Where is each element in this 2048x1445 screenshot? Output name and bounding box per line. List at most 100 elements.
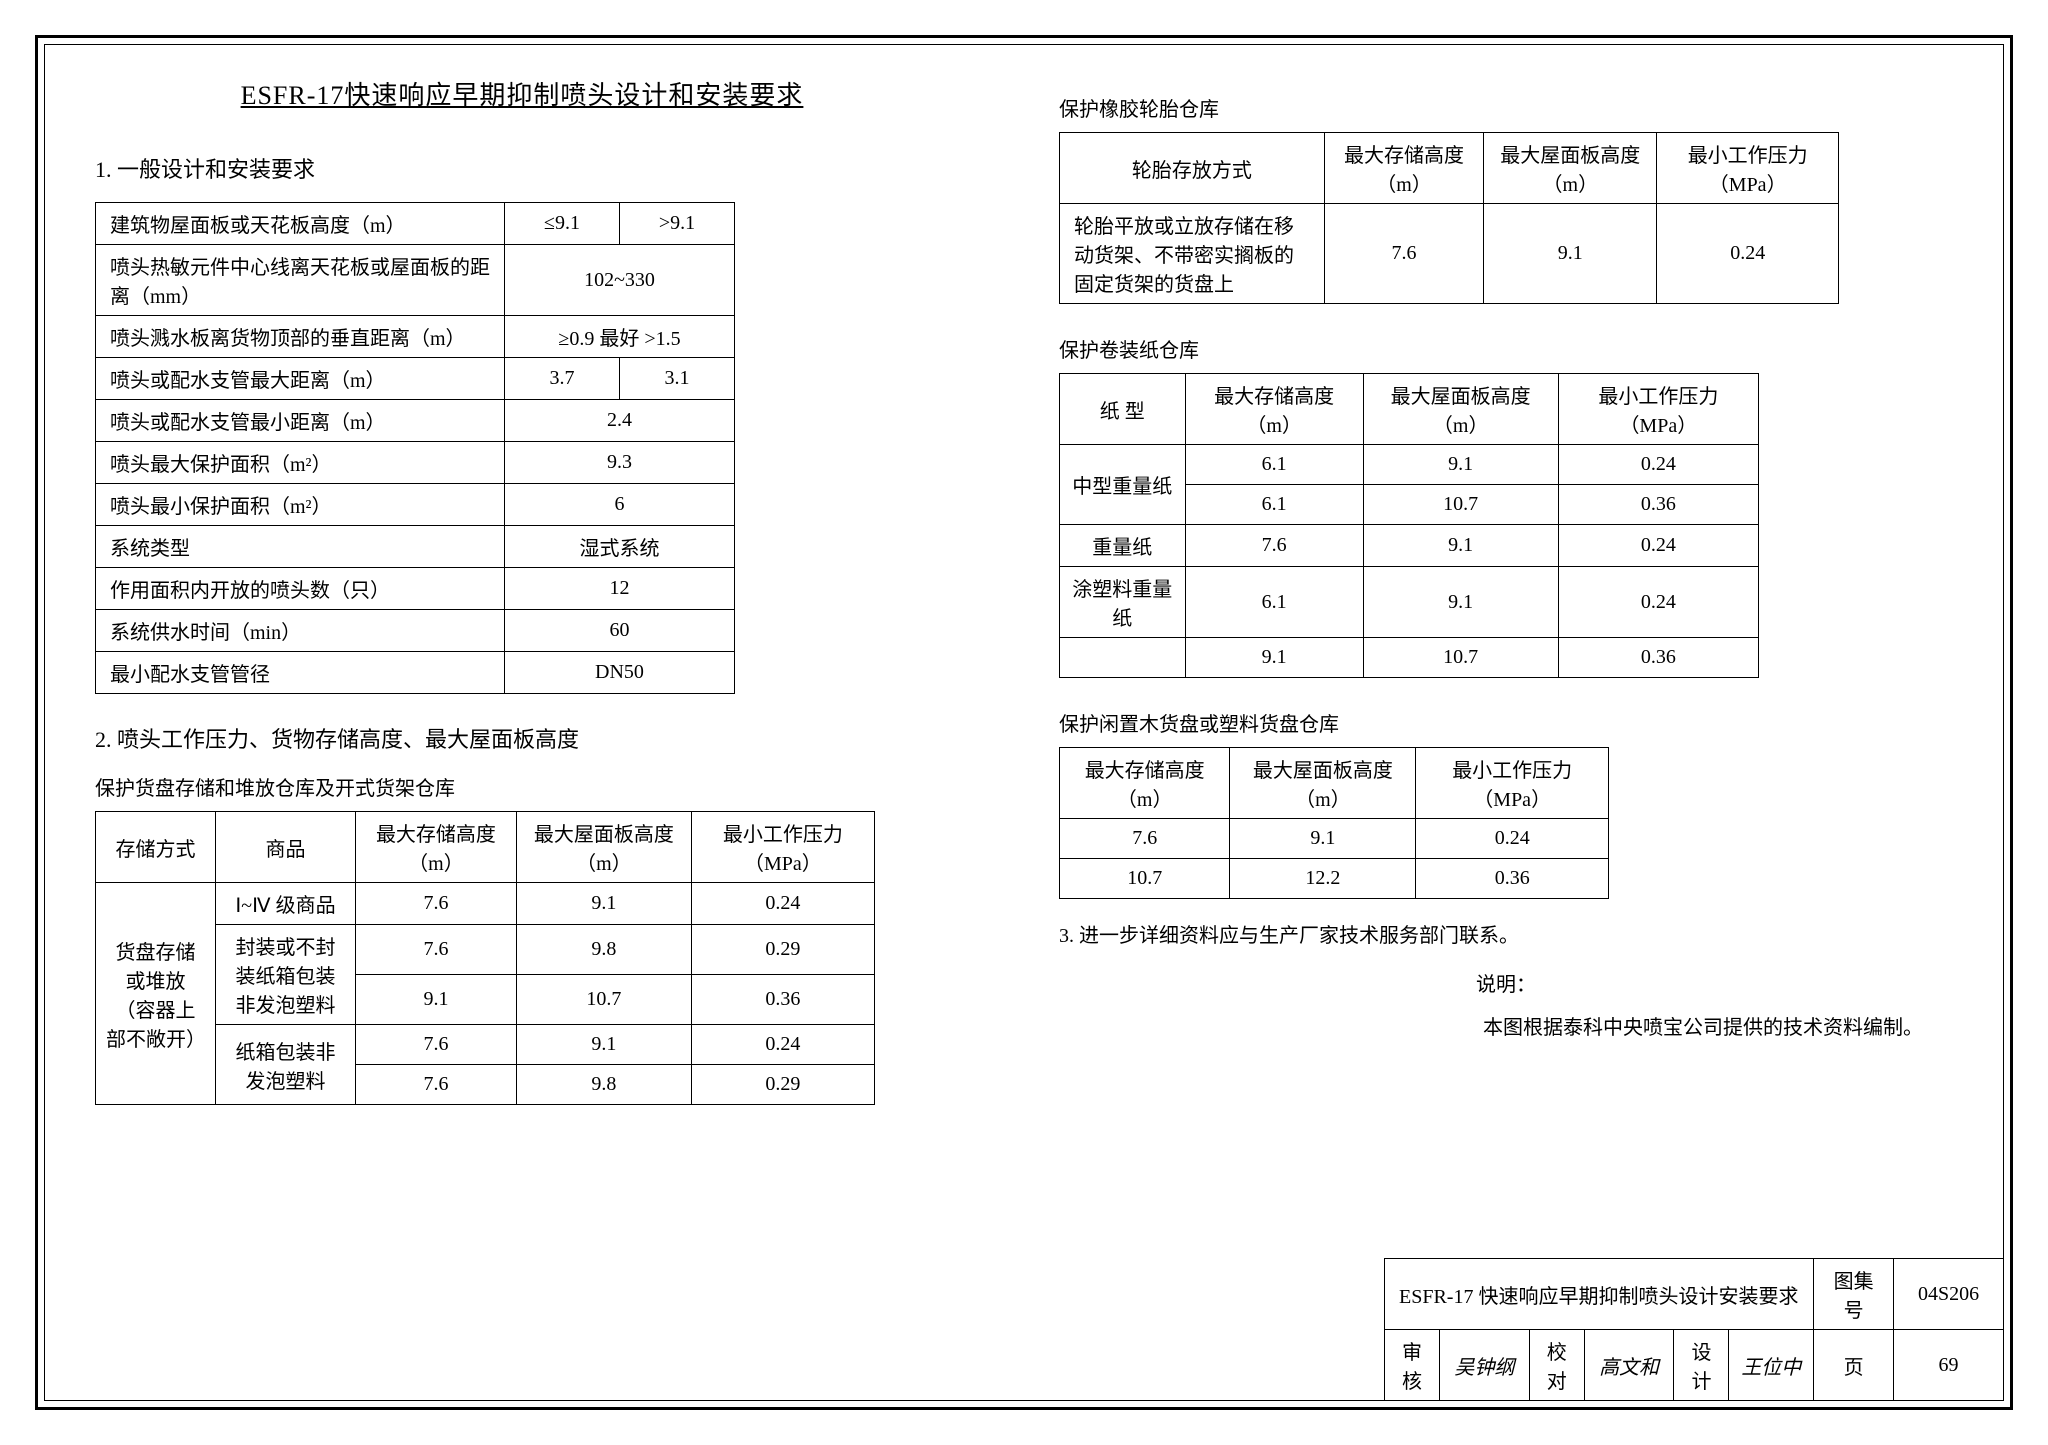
table-row-label: 建筑物屋面板或天花板高度（m） (96, 203, 505, 245)
doc-title-cell: ESFR-17 快速响应早期抑制喷头设计安装要求 (1385, 1259, 1814, 1330)
paper-type-cell: 中型重量纸 (1060, 445, 1186, 525)
goods-cell: Ⅰ~Ⅳ 级商品 (216, 883, 356, 925)
table-cell: 7.6 (1324, 204, 1483, 304)
column-header: 轮胎存放方式 (1060, 133, 1325, 204)
table-row-label: 喷头最小保护面积（m²） (96, 484, 505, 526)
section-3-note: 3. 进一步详细资料应与生产厂家技术服务部门联系。 (1059, 919, 1953, 948)
table-cell: 6.1 (1185, 567, 1363, 638)
table-cell: 0.36 (1558, 485, 1758, 525)
table-cell: 0.24 (1657, 204, 1839, 304)
section-2-title: 2. 喷头工作压力、货物存储高度、最大屋面板高度 (95, 722, 989, 754)
table-row-label: 喷头或配水支管最大距离（m） (96, 358, 505, 400)
table-cell: 9.1 (1363, 567, 1558, 638)
page-value: 69 (1894, 1330, 2004, 1401)
table-row-label: 喷头溅水板离货物顶部的垂直距离（m） (96, 316, 505, 358)
table-cell: 0.24 (1416, 819, 1609, 859)
table-cell: 6.1 (1185, 485, 1363, 525)
column-header: 最大存储高度（m） (1324, 133, 1483, 204)
page-title: ESFR-17快速响应早期抑制喷头设计和安装要求 (135, 75, 909, 112)
table-cell: 9.1 (1230, 819, 1416, 859)
table3b-title: 保护卷装纸仓库 (1059, 334, 1953, 363)
pallet-storage-table: 存储方式商品最大存储高度（m）最大屋面板高度（m）最小工作压力（MPa） 货盘存… (95, 811, 875, 1105)
table-cell: ≤9.1 (504, 203, 619, 245)
table-cell: ≥0.9 最好 >1.5 (504, 316, 734, 358)
table-cell: 2.4 (504, 400, 734, 442)
table-cell: 9.8 (516, 925, 691, 975)
table-cell: 0.36 (691, 975, 874, 1025)
paper-roll-table: 纸 型最大存储高度（m）最大屋面板高度（m）最小工作压力（MPa） 中型重量纸6… (1059, 373, 1759, 678)
table-cell: 0.29 (691, 925, 874, 975)
tuji-value: 04S206 (1894, 1259, 2004, 1330)
design-label: 设计 (1674, 1330, 1729, 1401)
storage-mode-cell: 货盘存储或堆放（容器上部不敞开） (96, 883, 216, 1105)
table-cell: 9.1 (1484, 204, 1657, 304)
title-block: ESFR-17 快速响应早期抑制喷头设计安装要求 图集号 04S206 审核 吴… (1384, 1258, 2004, 1401)
section-1-title: 1. 一般设计和安装要求 (95, 152, 989, 184)
page-label: 页 (1814, 1330, 1894, 1401)
table-cell: >9.1 (619, 203, 734, 245)
check-sig: 高文和 (1584, 1330, 1674, 1401)
column-header: 最小工作压力（MPa） (691, 812, 874, 883)
shuoming-label: 说明： (1059, 968, 1953, 997)
table-row-label: 最小配水支管管径 (96, 652, 505, 694)
right-column: 保护橡胶轮胎仓库 轮胎存放方式最大存储高度（m）最大屋面板高度（m）最小工作压力… (1059, 75, 1953, 1400)
column-header: 存储方式 (96, 812, 216, 883)
table-cell: 0.24 (1558, 525, 1758, 567)
table-cell: 0.36 (1558, 638, 1758, 678)
table-cell: 9.1 (1363, 525, 1558, 567)
table-cell: 7.6 (1185, 525, 1363, 567)
table-cell: 9.1 (516, 883, 691, 925)
check-label: 校对 (1529, 1330, 1584, 1401)
table-cell: 7.6 (356, 925, 517, 975)
table-cell: 9.1 (516, 1025, 691, 1065)
table-row-label: 作用面积内开放的喷头数（只） (96, 568, 505, 610)
table-cell: 6 (504, 484, 734, 526)
column-header: 最大存储高度（m） (1060, 748, 1230, 819)
paper-type-cell (1060, 638, 1186, 678)
column-header: 商品 (216, 812, 356, 883)
approve-sig: 吴钟纲 (1439, 1330, 1529, 1401)
goods-cell: 封装或不封装纸箱包装非发泡塑料 (216, 925, 356, 1025)
table-row-label: 喷头或配水支管最小距离（m） (96, 400, 505, 442)
table-cell: 0.24 (1558, 567, 1758, 638)
table-cell: 9.8 (516, 1065, 691, 1105)
table-row-label: 系统类型 (96, 526, 505, 568)
idle-pallet-table: 最大存储高度（m）最大屋面板高度（m）最小工作压力（MPa） 7.69.10.2… (1059, 747, 1609, 899)
table-cell: 3.7 (504, 358, 619, 400)
table-cell: 12.2 (1230, 859, 1416, 899)
table-cell: 9.1 (1363, 445, 1558, 485)
table-row-label: 喷头最大保护面积（m²） (96, 442, 505, 484)
table-cell: 9.1 (1185, 638, 1363, 678)
column-header: 最大屋面板高度（m） (1363, 374, 1558, 445)
table-cell: 轮胎平放或立放存储在移动货架、不带密实搁板的固定货架的货盘上 (1060, 204, 1325, 304)
paper-type-cell: 重量纸 (1060, 525, 1186, 567)
table3c-title: 保护闲置木货盘或塑料货盘仓库 (1059, 708, 1953, 737)
tire-warehouse-table: 轮胎存放方式最大存储高度（m）最大屋面板高度（m）最小工作压力（MPa） 轮胎平… (1059, 132, 1839, 304)
table-row-label: 喷头热敏元件中心线离天花板或屋面板的距离（mm） (96, 245, 505, 316)
column-header: 最小工作压力（MPa） (1416, 748, 1609, 819)
table-cell: 0.29 (691, 1065, 874, 1105)
table-cell: 7.6 (356, 883, 517, 925)
table-cell: 10.7 (1060, 859, 1230, 899)
table-cell: 6.1 (1185, 445, 1363, 485)
column-header: 最大屋面板高度（m） (516, 812, 691, 883)
table3a-title: 保护橡胶轮胎仓库 (1059, 93, 1953, 122)
table-cell: 7.6 (356, 1025, 517, 1065)
table-cell: DN50 (504, 652, 734, 694)
inner-frame: ESFR-17快速响应早期抑制喷头设计和安装要求 1. 一般设计和安装要求 建筑… (44, 44, 2004, 1401)
column-header: 纸 型 (1060, 374, 1186, 445)
paper-type-cell: 涂塑料重量纸 (1060, 567, 1186, 638)
table-cell: 10.7 (1363, 638, 1558, 678)
table-row-label: 系统供水时间（min） (96, 610, 505, 652)
column-header: 最大存储高度（m） (1185, 374, 1363, 445)
table-cell: 9.3 (504, 442, 734, 484)
table-cell: 3.1 (619, 358, 734, 400)
table-cell: 0.24 (691, 1025, 874, 1065)
outer-frame: ESFR-17快速响应早期抑制喷头设计和安装要求 1. 一般设计和安装要求 建筑… (35, 35, 2013, 1410)
column-header: 最大屋面板高度（m） (1230, 748, 1416, 819)
table-cell: 10.7 (1363, 485, 1558, 525)
column-header: 最小工作压力（MPa） (1558, 374, 1758, 445)
column-header: 最大屋面板高度（m） (1484, 133, 1657, 204)
tuji-label: 图集号 (1814, 1259, 1894, 1330)
table-cell: 7.6 (356, 1065, 517, 1105)
